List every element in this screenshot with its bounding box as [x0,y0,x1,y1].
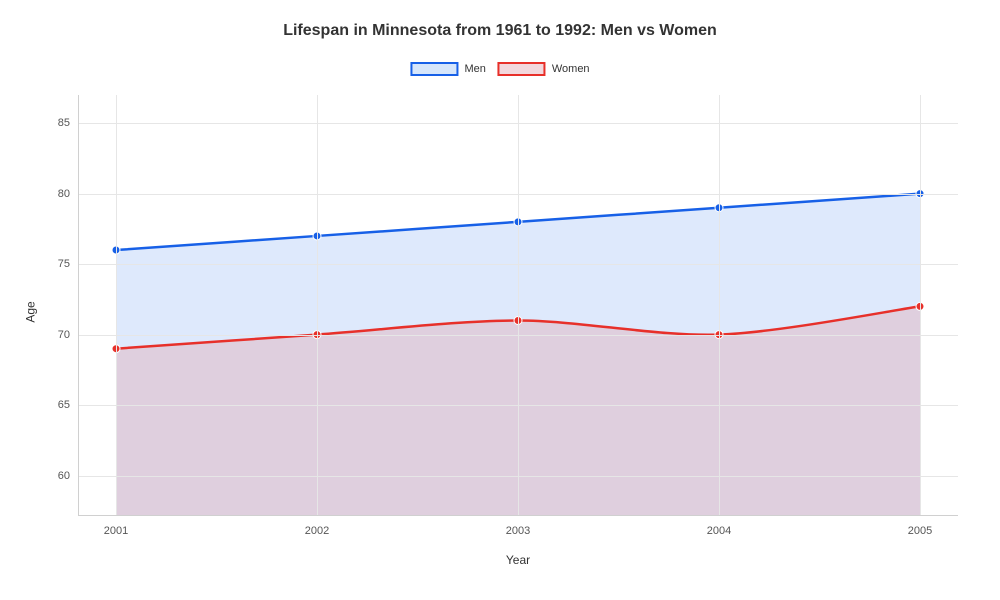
legend: Men Women [410,62,589,76]
gridline-vertical [317,95,318,515]
axis-border-bottom [78,515,958,516]
x-tick-label: 2002 [305,525,329,537]
y-axis-title: Age [24,301,38,322]
legend-label-women: Women [552,63,590,75]
gridline-horizontal [78,123,958,124]
x-tick-label: 2005 [908,525,932,537]
y-tick-label: 85 [50,117,70,129]
chart-container: Lifespan in Minnesota from 1961 to 1992:… [0,0,1000,600]
x-tick-label: 2003 [506,525,530,537]
y-tick-label: 75 [50,258,70,270]
gridline-horizontal [78,335,958,336]
chart-title: Lifespan in Minnesota from 1961 to 1992:… [283,22,717,40]
legend-swatch-men [410,62,458,76]
gridline-horizontal [78,405,958,406]
legend-item-women[interactable]: Women [498,62,590,76]
legend-swatch-women [498,62,546,76]
legend-label-men: Men [464,63,485,75]
gridline-horizontal [78,264,958,265]
y-tick-label: 80 [50,188,70,200]
y-tick-label: 70 [50,329,70,341]
x-axis-title: Year [506,553,530,567]
x-tick-label: 2004 [707,525,731,537]
y-tick-label: 60 [50,470,70,482]
x-tick-label: 2001 [104,525,128,537]
gridline-horizontal [78,476,958,477]
gridline-vertical [719,95,720,515]
legend-item-men[interactable]: Men [410,62,485,76]
plot-area [78,95,958,515]
y-tick-label: 65 [50,399,70,411]
gridline-vertical [116,95,117,515]
gridline-horizontal [78,194,958,195]
gridline-vertical [518,95,519,515]
gridline-vertical [920,95,921,515]
axis-border-left [78,95,79,515]
